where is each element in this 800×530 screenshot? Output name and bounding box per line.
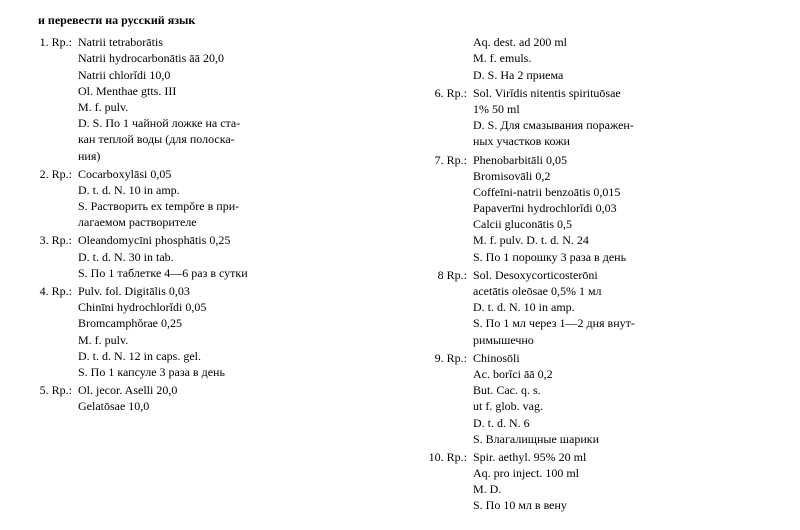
entry-number: 6. Rp.: [415, 85, 473, 150]
entry-line: Bromcamphŏrae 0,25 [78, 315, 385, 331]
entry-line: M. f. pulv. D. t. d. N. 24 [473, 232, 780, 248]
entry-line: Aq. pro inject. 100 ml [473, 465, 780, 481]
entry-line: ных участков кожи [473, 133, 780, 149]
entry-number: 8 Rp.: [415, 267, 473, 348]
entry-line: Chinīni hydrochlorĭdi 0,05 [78, 299, 385, 315]
entry-line: D. t. d. N. 12 in caps. gel. [78, 348, 385, 364]
entry-line: Pulv. fol. Digitālis 0,03 [78, 283, 385, 299]
prescription-entry: 4. Rp.:Pulv. fol. Digitālis 0,03Chinīni … [20, 283, 385, 380]
entry-number [415, 34, 473, 83]
entry-body: Spir. aethyl. 95% 20 mlAq. pro inject. 1… [473, 449, 780, 514]
entry-line: Coffeīni-natrii benzoātis 0,015 [473, 184, 780, 200]
entry-number: 5. Rp.: [20, 382, 78, 414]
entry-line: S. Влагалищные шарики [473, 431, 780, 447]
entry-line: D. S. Для смазывания поражен- [473, 117, 780, 133]
entry-line: ut f. glob. vag. [473, 398, 780, 414]
entry-number: 1. Rp.: [20, 34, 78, 164]
entry-body: Pulv. fol. Digitālis 0,03Chinīni hydroch… [78, 283, 385, 380]
entry-line: M. f. emuls. [473, 50, 780, 66]
entry-line: Ol. Menthae gtts. III [78, 83, 385, 99]
entry-body: Cocarboxylāsi 0,05D. t. d. N. 10 in amp.… [78, 166, 385, 231]
entry-body: Aq. dest. ad 200 mlM. f. emuls.D. S. На … [473, 34, 780, 83]
entry-line: S. По 1 капсуле 3 раза в день [78, 364, 385, 380]
prescription-entry: 10. Rp.:Spir. aethyl. 95% 20 mlAq. pro i… [415, 449, 780, 514]
entry-line: acetātis oleōsae 0,5% 1 мл [473, 283, 780, 299]
header-partial: и перевести на русский язык [20, 12, 780, 28]
entry-line: D. t. d. N. 10 in amp. [473, 299, 780, 315]
entry-line: Phenobarbitāli 0,05 [473, 152, 780, 168]
entry-body: Sol. Virĭdis nitentis spirituōsae1% 50 m… [473, 85, 780, 150]
entry-line: Sol. Desoxycorticosterōni [473, 267, 780, 283]
prescription-entry: Aq. dest. ad 200 mlM. f. emuls.D. S. На … [415, 34, 780, 83]
prescription-entry: 5. Rp.:Ol. jecor. Aselli 20,0Gelatōsae 1… [20, 382, 385, 414]
entry-line: Natrii hydrocarbonātis āā 20,0 [78, 50, 385, 66]
prescription-entry: 3. Rp.:Oleandomycīni phosphātis 0,25D. t… [20, 232, 385, 281]
entry-line: Natrii chlorĭdi 10,0 [78, 67, 385, 83]
entry-line: Sol. Virĭdis nitentis spirituōsae [473, 85, 780, 101]
entry-body: Phenobarbitāli 0,05Bromisovāli 0,2Coffeī… [473, 152, 780, 265]
entry-line: D. t. d. N. 10 in amp. [78, 182, 385, 198]
entry-line: S. По 10 мл в вену [473, 497, 780, 513]
entry-line: Natrii tetraborātis [78, 34, 385, 50]
entry-number: 2. Rp.: [20, 166, 78, 231]
entry-line: лагаемом растворителе [78, 214, 385, 230]
entry-number: 10. Rp.: [415, 449, 473, 514]
entry-line: Gelatōsae 10,0 [78, 398, 385, 414]
entry-body: Natrii tetraborātisNatrii hydrocarbonāti… [78, 34, 385, 164]
entry-line: D. t. d. N. 6 [473, 415, 780, 431]
entry-number: 7. Rp.: [415, 152, 473, 265]
entry-line: S. По 1 таблетке 4—6 раз в сутки [78, 265, 385, 281]
entry-line: Bromisovāli 0,2 [473, 168, 780, 184]
entry-line: But. Cac. q. s. [473, 382, 780, 398]
entry-line: Spir. aethyl. 95% 20 ml [473, 449, 780, 465]
columns: 1. Rp.:Natrii tetraborātisNatrii hydroca… [20, 34, 780, 515]
entry-line: D. S. На 2 приема [473, 67, 780, 83]
entry-number: 9. Rp.: [415, 350, 473, 447]
entry-line: S. По 1 порошку 3 раза в день [473, 249, 780, 265]
prescription-entry: 7. Rp.:Phenobarbitāli 0,05Bromisovāli 0,… [415, 152, 780, 265]
entry-line: кан теплой воды (для полоска- [78, 131, 385, 147]
column-left: 1. Rp.:Natrii tetraborātisNatrii hydroca… [20, 34, 385, 515]
column-right: Aq. dest. ad 200 mlM. f. emuls.D. S. На … [415, 34, 780, 515]
prescription-entry: 1. Rp.:Natrii tetraborātisNatrii hydroca… [20, 34, 385, 164]
prescription-entry: 6. Rp.:Sol. Virĭdis nitentis spirituōsae… [415, 85, 780, 150]
entry-line: D. t. d. N. 30 in tab. [78, 249, 385, 265]
entry-line: Ac. borĭci āā 0,2 [473, 366, 780, 382]
prescription-entry: 9. Rp.:ChinosōliAc. borĭci āā 0,2But. Ca… [415, 350, 780, 447]
entry-body: Oleandomycīni phosphātis 0,25D. t. d. N.… [78, 232, 385, 281]
entry-number: 3. Rp.: [20, 232, 78, 281]
entry-line: Aq. dest. ad 200 ml [473, 34, 780, 50]
entry-line: D. S. По 1 чайной ложке на ста- [78, 115, 385, 131]
entry-line: Ol. jecor. Aselli 20,0 [78, 382, 385, 398]
entry-body: Sol. Desoxycorticosterōniacetātis oleōsa… [473, 267, 780, 348]
entry-line: Oleandomycīni phosphātis 0,25 [78, 232, 385, 248]
entry-line: Papaverīni hydrochlorĭdi 0,03 [473, 200, 780, 216]
entry-line: 1% 50 ml [473, 101, 780, 117]
entry-line: M. f. pulv. [78, 99, 385, 115]
entry-line: M. D. [473, 481, 780, 497]
entry-line: M. f. pulv. [78, 332, 385, 348]
prescription-entry: 2. Rp.:Cocarboxylāsi 0,05D. t. d. N. 10 … [20, 166, 385, 231]
entry-line: Cocarboxylāsi 0,05 [78, 166, 385, 182]
entry-line: S. По 1 мл через 1—2 дня внут- [473, 315, 780, 331]
entry-line: Chinosōli [473, 350, 780, 366]
entry-line: Calcii gluconātis 0,5 [473, 216, 780, 232]
entry-line: S. Растворить ex tempŏre в при- [78, 198, 385, 214]
entry-line: ния) [78, 148, 385, 164]
entry-line: римышечно [473, 332, 780, 348]
entry-body: Ol. jecor. Aselli 20,0Gelatōsae 10,0 [78, 382, 385, 414]
entry-body: ChinosōliAc. borĭci āā 0,2But. Cac. q. s… [473, 350, 780, 447]
entry-number: 4. Rp.: [20, 283, 78, 380]
prescription-entry: 8 Rp.:Sol. Desoxycorticosterōniacetātis … [415, 267, 780, 348]
